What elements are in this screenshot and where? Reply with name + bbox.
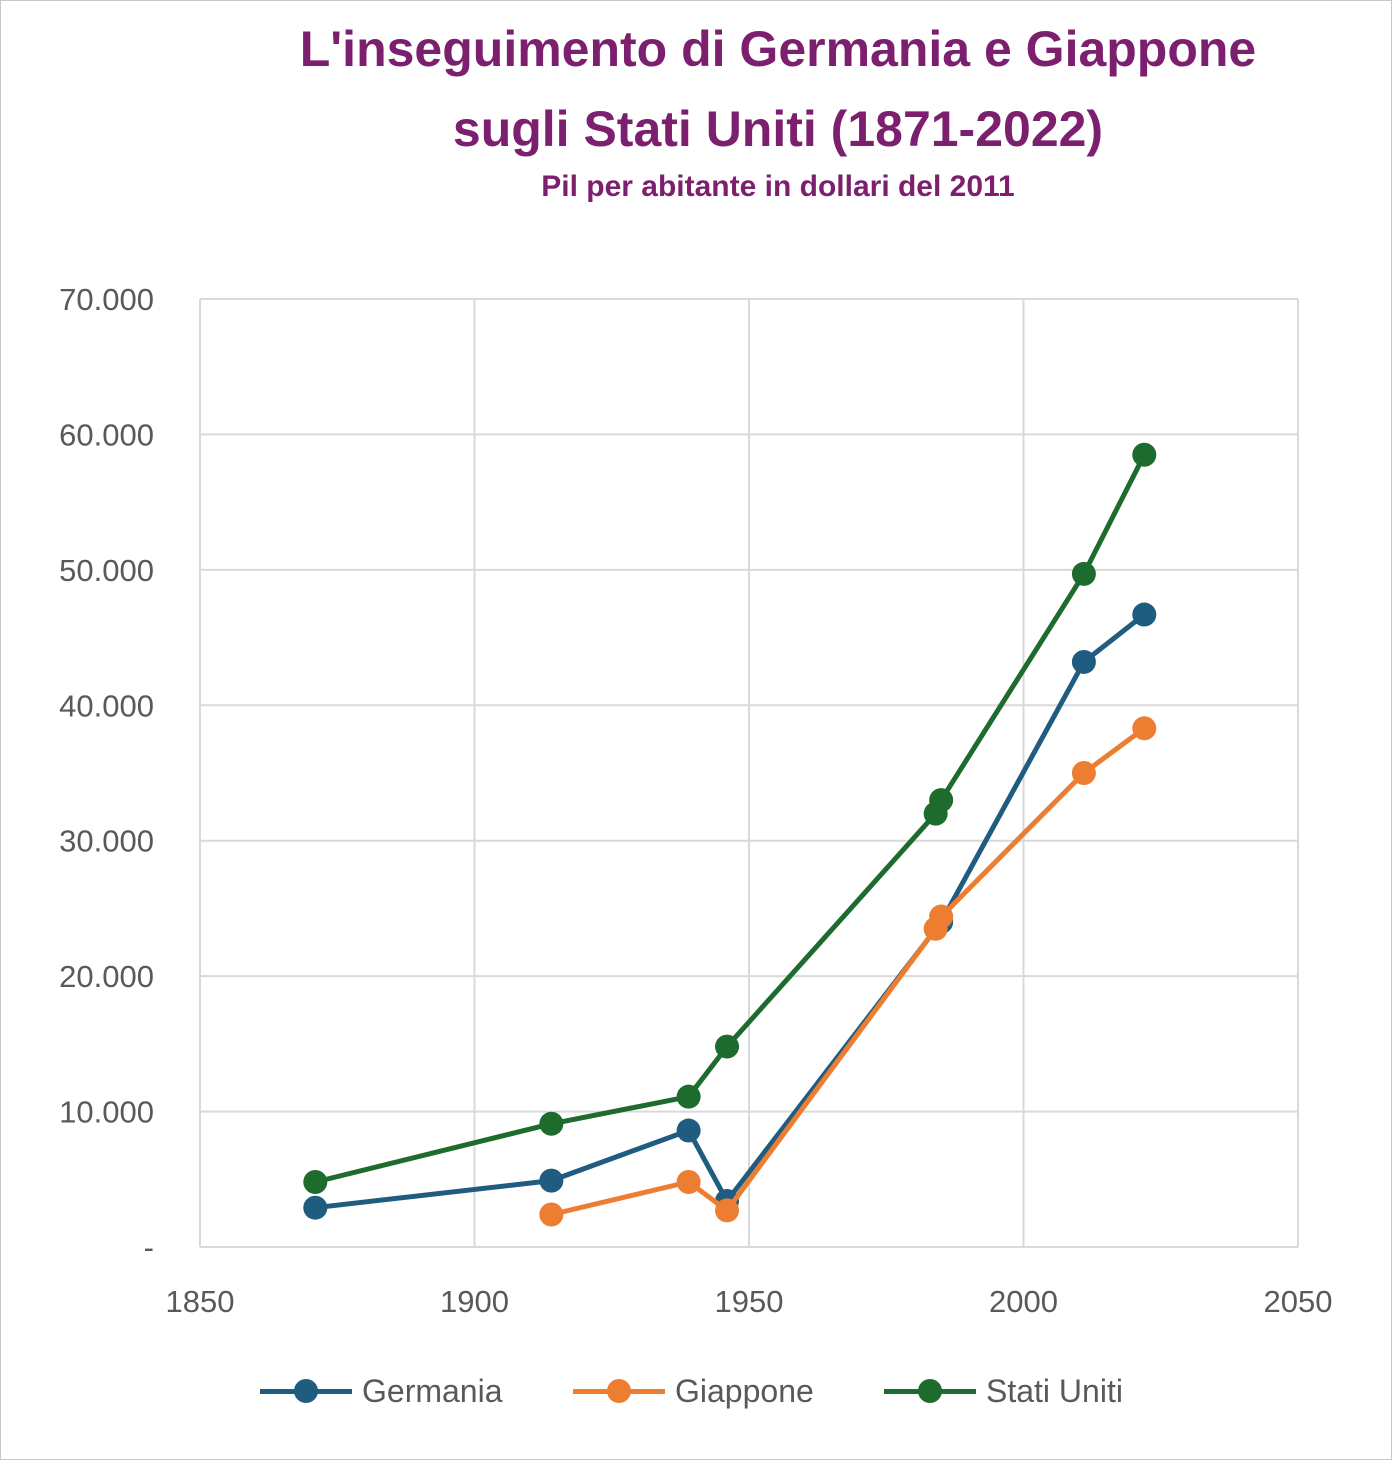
chart-title-line-1: L'inseguimento di Germania e Giappone <box>299 21 1257 77</box>
x-tick-label: 2000 <box>989 1284 1058 1319</box>
data-point-stati-uniti <box>539 1111 564 1136</box>
data-point-germania <box>303 1195 328 1220</box>
gridlines <box>199 298 1299 1248</box>
data-point-stati-uniti <box>303 1169 328 1194</box>
data-point-stati-uniti <box>1132 442 1157 467</box>
chart-title-line-2: sugli Stati Uniti (1871-2022) <box>452 101 1104 157</box>
data-point-giappone <box>1071 761 1096 785</box>
series-line-germania <box>312 612 1147 1211</box>
data-point-stati-uniti <box>1071 561 1096 586</box>
y-tick-label: 60.000 <box>59 417 154 452</box>
series-line-giappone <box>548 725 1147 1217</box>
legend-label-stati-uniti: Stati Uniti <box>986 1372 1123 1409</box>
y-tick-label: 20.000 <box>59 959 154 994</box>
axis-tick-labels: - 10.000 20.000 30.000 40.000 50.000 60.000 70.… <box>59 282 1332 1319</box>
legend-dot-stati-uniti <box>918 1379 942 1403</box>
y-tick-label: 50.000 <box>59 553 154 588</box>
data-point-giappone <box>715 1198 740 1223</box>
y-tick-label: 40.000 <box>59 688 154 723</box>
legend-marker-germania <box>260 1366 352 1416</box>
y-tick-label: 30.000 <box>59 824 154 859</box>
data-point-giappone <box>676 1169 701 1194</box>
data-point-giappone <box>539 1202 564 1227</box>
plot-area: - 10.000 20.000 30.000 40.000 50.000 60.000 70.… <box>59 282 1332 1319</box>
x-tick-label: 2050 <box>1264 1284 1333 1319</box>
legend-dot-germania <box>294 1379 318 1403</box>
legend-marker-giappone <box>573 1366 665 1416</box>
series-line-stati-uniti <box>312 452 1147 1185</box>
data-point-germania <box>676 1118 701 1143</box>
data-point-germania <box>1071 649 1096 674</box>
legend: Germania Giappone Stati Uniti <box>0 1366 1392 1416</box>
y-tick-label: 70.000 <box>59 282 154 317</box>
data-point-germania <box>539 1168 564 1193</box>
chart-subtitle: Pil per abitante in dollari del 2011 <box>541 170 1015 203</box>
legend-marker-stati-uniti <box>884 1366 976 1416</box>
data-point-giappone <box>1132 716 1157 741</box>
x-tick-label: 1850 <box>166 1284 235 1319</box>
legend-item-giappone: Giappone <box>573 1366 814 1416</box>
legend-dot-giappone <box>607 1379 631 1403</box>
data-point-giappone <box>929 904 954 929</box>
data-point-stati-uniti <box>676 1084 701 1109</box>
legend-item-stati-uniti: Stati Uniti <box>884 1366 1123 1416</box>
data-point-stati-uniti <box>929 788 954 813</box>
legend-label-germania: Germania <box>362 1372 503 1409</box>
data-point-stati-uniti <box>715 1034 740 1059</box>
legend-label-giappone: Giappone <box>675 1372 814 1409</box>
x-tick-label: 1950 <box>715 1284 784 1319</box>
series-lines <box>303 442 1157 1227</box>
y-tick-label: 10.000 <box>59 1095 154 1130</box>
x-tick-label: 1900 <box>440 1284 509 1319</box>
data-point-germania <box>1132 602 1157 627</box>
y-tick-label: - <box>144 1230 154 1265</box>
legend-item-germania: Germania <box>260 1366 503 1416</box>
